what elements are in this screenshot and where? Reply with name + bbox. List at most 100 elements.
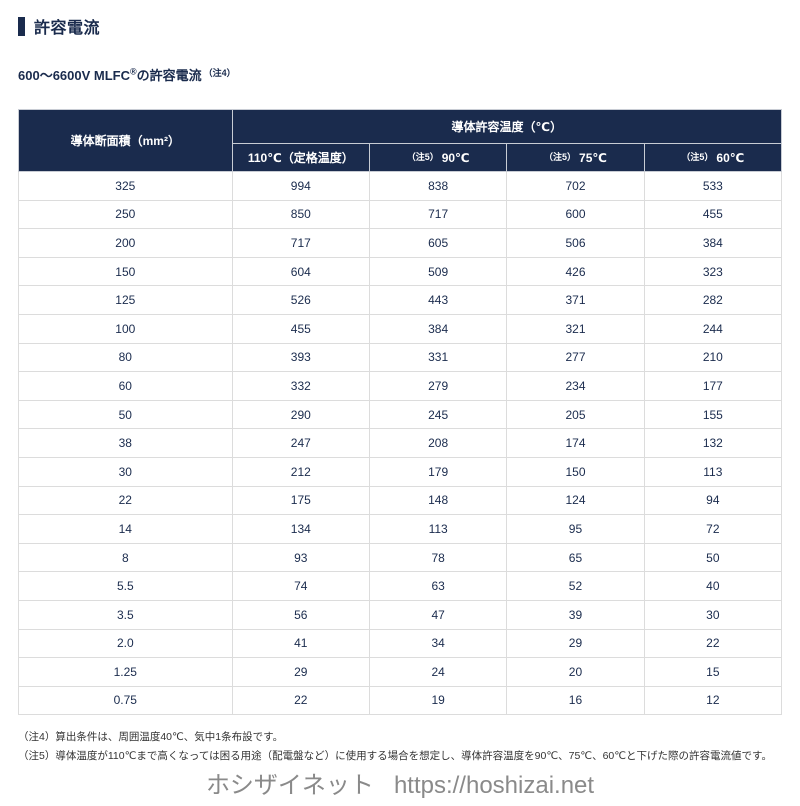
- table-row: 8 93 78 65 50: [18, 542, 783, 573]
- table-row: 1.25 29 24 20 15: [18, 657, 783, 687]
- ampacity-value-cell: 838: [368, 171, 508, 201]
- temp-sub-header-row: 110℃（定格温度） （注5） 90℃ （注5） 75℃ （注5） 60℃: [19, 143, 783, 172]
- cross-section-cell: 80: [18, 342, 233, 373]
- ampacity-value-cell: 245: [368, 399, 508, 430]
- table-row: 60 332 279 234 177: [18, 371, 783, 401]
- cross-section-cell: 200: [18, 228, 233, 258]
- ampacity-value-cell: 384: [643, 228, 783, 258]
- ampacity-value-cell: 277: [506, 342, 645, 373]
- caption-text: 600〜6600V MLFC: [18, 68, 130, 83]
- ampacity-value-cell: 506: [506, 228, 645, 258]
- ampacity-value-cell: 604: [231, 256, 370, 287]
- ampacity-value-cell: 40: [643, 571, 783, 601]
- cross-section-cell: 38: [18, 428, 233, 458]
- ampacity-value-cell: 282: [643, 285, 783, 315]
- ampacity-value-cell: 29: [231, 657, 370, 687]
- ampacity-value-cell: 526: [231, 285, 370, 315]
- table-row: 5.5 74 63 52 40: [18, 571, 783, 601]
- ampacity-value-cell: 155: [643, 399, 783, 430]
- table-row: 125 526 443 371 282: [18, 285, 783, 315]
- table-row: 2.0 41 34 29 22: [18, 628, 783, 659]
- col-header-cross-section: 導体断面積（mm²）: [18, 109, 233, 172]
- ampacity-value-cell: 600: [506, 199, 645, 230]
- group-header-row: 導体断面積（mm²） 導体許容温度（℃）: [18, 109, 783, 172]
- cross-section-cell: 3.5: [18, 599, 233, 630]
- table-row: 14 134 113 95 72: [18, 514, 783, 544]
- ampacity-value-cell: 455: [643, 199, 783, 230]
- ampacity-value-cell: 323: [643, 256, 783, 287]
- temp-label: 110℃（定格温度）: [247, 151, 354, 165]
- ampacity-table-head: 導体断面積（mm²） 導体許容温度（℃） 110℃（定格温度） （注5） 90℃ （注…: [18, 109, 783, 172]
- ampacity-value-cell: 331: [368, 342, 508, 373]
- ampacity-value-cell: 132: [643, 428, 783, 458]
- ampacity-value-cell: 208: [368, 428, 508, 458]
- ampacity-value-cell: 20: [506, 657, 645, 687]
- note-ref: （注5）: [544, 152, 577, 162]
- ampacity-value-cell: 234: [506, 371, 645, 401]
- table-row: 38 247 208 174 132: [18, 428, 783, 458]
- cross-section-cell: 0.75: [18, 685, 233, 716]
- registered-mark: ®: [130, 66, 137, 77]
- ampacity-value-cell: 19: [368, 685, 508, 716]
- ampacity-value-cell: 150: [506, 456, 645, 487]
- cross-section-cell: 325: [18, 171, 233, 201]
- ampacity-value-cell: 56: [231, 599, 370, 630]
- table-row: 100 455 384 321 244: [18, 313, 783, 344]
- footnote-note5: （注5）導体温度が110℃まで高くなっては困る用途（配電盤など）に使用する場合を…: [18, 749, 772, 762]
- ampacity-value-cell: 994: [231, 171, 370, 201]
- ampacity-value-cell: 124: [506, 485, 645, 516]
- note-ref: （注5）: [406, 152, 439, 162]
- site-url[interactable]: https://hoshizai.net: [393, 772, 595, 800]
- ampacity-value-cell: 15: [643, 657, 783, 687]
- ampacity-value-cell: 74: [231, 571, 370, 601]
- ampacity-value-cell: 371: [506, 285, 645, 315]
- ampacity-value-cell: 30: [643, 599, 783, 630]
- table-row: 200 717 605 506 384: [18, 228, 783, 258]
- ampacity-value-cell: 212: [231, 456, 370, 487]
- ampacity-value-cell: 94: [643, 485, 783, 516]
- ampacity-value-cell: 65: [506, 542, 645, 573]
- ampacity-value-cell: 702: [506, 171, 645, 201]
- ampacity-value-cell: 279: [368, 371, 508, 401]
- ampacity-value-cell: 72: [643, 514, 783, 544]
- table-row: 3.5 56 47 39 30: [18, 599, 783, 630]
- ampacity-value-cell: 244: [643, 313, 783, 344]
- temp-label: 60℃: [716, 151, 745, 165]
- cross-section-cell: 5.5: [18, 571, 233, 601]
- ampacity-value-cell: 134: [231, 514, 370, 544]
- cross-section-cell: 30: [18, 456, 233, 487]
- table-row: 50 290 245 205 155: [18, 399, 783, 430]
- table-row: 30 212 179 150 113: [18, 456, 783, 487]
- ampacity-value-cell: 455: [231, 313, 370, 344]
- title-accent-bar: [18, 16, 25, 36]
- cross-section-cell: 22: [18, 485, 233, 516]
- ampacity-table-body: 325 994 838 702 533 250 850 717 600 455 200 717 605 5…: [18, 171, 783, 716]
- ampacity-value-cell: 39: [506, 599, 645, 630]
- ampacity-value-cell: 78: [368, 542, 508, 573]
- cross-section-cell: 150: [18, 256, 233, 287]
- site-name: ホシザイネット: [205, 772, 374, 800]
- ampacity-value-cell: 113: [643, 456, 783, 487]
- ampacity-value-cell: 12: [643, 685, 783, 716]
- table-caption: 600〜6600V MLFC®の許容電流 （注4）: [18, 65, 782, 84]
- table-row: 325 994 838 702 533: [18, 171, 783, 201]
- ampacity-value-cell: 95: [506, 514, 645, 544]
- site-footer: ホシザイネット https://hoshizai.net: [18, 765, 782, 806]
- cross-section-cell: 8: [18, 542, 233, 573]
- note-ref: （注5）: [681, 152, 714, 162]
- temp-label: 75℃: [579, 151, 607, 165]
- temp-column-header: （注5） 90℃: [368, 143, 508, 172]
- cross-section-cell: 125: [18, 285, 233, 315]
- ampacity-value-cell: 177: [643, 371, 783, 401]
- table-row: 22 175 148 124 94: [18, 485, 783, 516]
- ampacity-value-cell: 850: [231, 199, 370, 230]
- ampacity-value-cell: 533: [643, 171, 783, 201]
- caption-text-suffix: の許容電流: [136, 68, 202, 83]
- ampacity-value-cell: 16: [506, 685, 645, 716]
- cross-section-cell: 2.0: [18, 628, 233, 659]
- temp-column-header: （注5） 75℃: [506, 143, 645, 172]
- temp-column-header: （注5） 60℃: [643, 143, 783, 172]
- temp-column-header: 110℃（定格温度）: [231, 143, 370, 172]
- ampacity-value-cell: 24: [368, 657, 508, 687]
- ampacity-value-cell: 393: [231, 342, 370, 373]
